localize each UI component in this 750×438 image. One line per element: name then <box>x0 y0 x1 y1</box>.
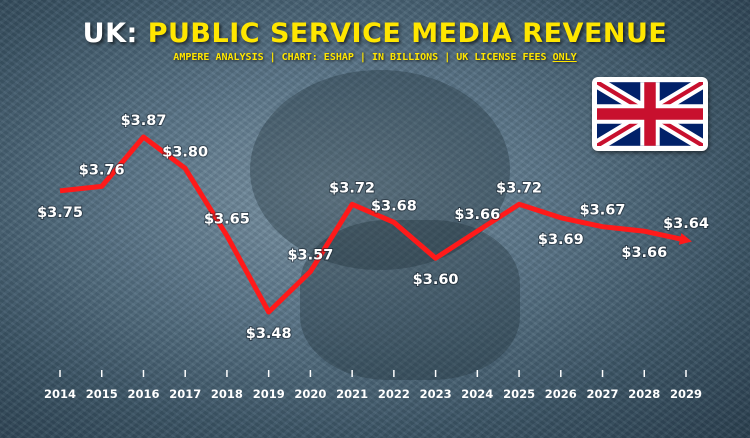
data-label-2019: $3.48 <box>246 326 292 342</box>
series-arrowhead <box>678 233 692 245</box>
x-tick-label-2019: 2019 <box>253 387 285 401</box>
title-prefix: UK: <box>82 18 138 49</box>
data-label-2029: $3.64 <box>663 216 709 232</box>
uk-flag-graphic <box>597 82 703 146</box>
x-tick-label-2024: 2024 <box>461 387 493 401</box>
subtitle-main: AMPERE ANALYSIS | CHART: ESHAP | IN BILL… <box>173 52 547 63</box>
data-label-2015: $3.76 <box>79 162 125 178</box>
title-main: PUBLIC SERVICE MEDIA REVENUE <box>147 18 668 49</box>
data-label-2018: $3.65 <box>204 212 250 228</box>
x-tick-label-2023: 2023 <box>420 387 452 401</box>
data-label-2014: $3.75 <box>37 205 83 221</box>
data-label-2025: $3.72 <box>496 180 542 196</box>
x-tick-label-2028: 2028 <box>628 387 660 401</box>
x-tick-label-2021: 2021 <box>336 387 368 401</box>
x-tick-label-2026: 2026 <box>545 387 577 401</box>
data-label-2023: $3.60 <box>413 272 459 288</box>
x-tick-label-2025: 2025 <box>503 387 535 401</box>
data-label-2026: $3.69 <box>538 232 584 248</box>
x-tick-label-2015: 2015 <box>86 387 118 401</box>
data-label-2022: $3.68 <box>371 198 417 214</box>
x-tick-label-2020: 2020 <box>294 387 326 401</box>
data-label-2020: $3.57 <box>287 248 333 264</box>
x-tick-label-2014: 2014 <box>44 387 76 401</box>
uk-flag-icon <box>592 77 708 151</box>
series-line <box>59 134 687 315</box>
x-tick-label-2022: 2022 <box>378 387 410 401</box>
x-tick-label-2027: 2027 <box>586 387 618 401</box>
x-tick-label-2029: 2029 <box>670 387 702 401</box>
chart-subtitle: AMPERE ANALYSIS | CHART: ESHAP | IN BILL… <box>0 52 750 63</box>
data-label-2028: $3.66 <box>621 245 667 261</box>
data-label-2021: $3.72 <box>329 180 375 196</box>
background-silhouette-body <box>300 220 520 380</box>
x-tick-label-2017: 2017 <box>169 387 201 401</box>
data-label-2016: $3.87 <box>121 113 167 129</box>
data-label-2024: $3.66 <box>454 207 500 223</box>
x-tick-label-2018: 2018 <box>211 387 243 401</box>
x-tick-label-2016: 2016 <box>127 387 159 401</box>
data-label-2017: $3.80 <box>162 144 208 160</box>
chart-title: UK: PUBLIC SERVICE MEDIA REVENUE <box>0 18 750 49</box>
subtitle-emphasis: ONLY <box>552 52 577 63</box>
data-label-2027: $3.67 <box>580 203 626 219</box>
